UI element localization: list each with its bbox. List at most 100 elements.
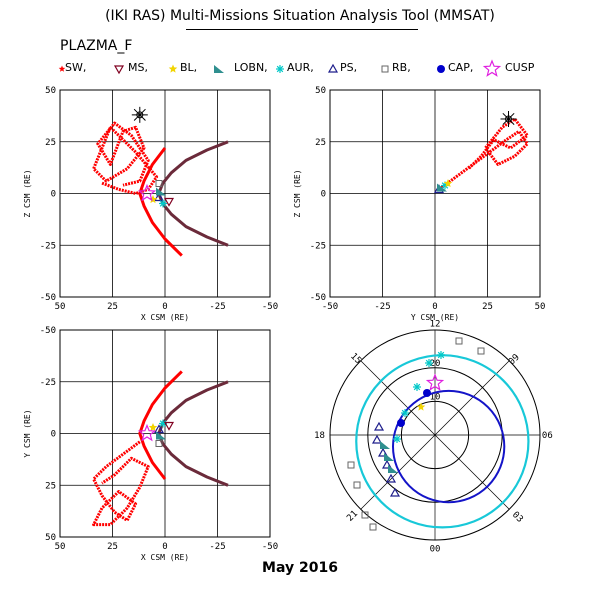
polar-hour-label: 15 — [348, 352, 363, 367]
page-title: (IKI RAS) Multi-Missions Situation Analy… — [105, 8, 495, 24]
polar-footprint-asterisk — [425, 359, 433, 367]
xz-solar-wind-orbits — [92, 121, 159, 195]
polar-footprint-asterisk — [413, 383, 421, 391]
xz-x-tick-label: 25 — [107, 302, 118, 312]
xy-y-tick-label: -25 — [40, 378, 56, 388]
legend-symbol — [58, 65, 66, 72]
legend-marker-star-big — [482, 59, 502, 77]
yz-solar-wind-orbits — [438, 117, 529, 191]
polar-cap-boundary — [392, 389, 506, 504]
polar-footprint-triangle-up — [389, 487, 401, 497]
xy-region-marker — [148, 423, 158, 432]
date-label: May 2016 — [262, 560, 338, 576]
xz-x-tick-label: -25 — [209, 302, 225, 312]
xy-magnetopause — [157, 380, 229, 487]
yz-x-tick-label: 25 — [482, 302, 493, 312]
yz-y-tick-label: -25 — [310, 241, 326, 251]
polar-footprint-dot — [397, 419, 405, 427]
xz-series-group — [92, 121, 229, 257]
polar-hour-label: 12 — [430, 320, 441, 330]
xy-x-tick-label: -50 — [262, 542, 278, 552]
polar-footprint-star-big — [425, 373, 445, 391]
xz-y-tick-label: 25 — [45, 138, 56, 148]
xy-bow-shock — [138, 370, 183, 480]
polar-hour-label: 09 — [507, 353, 522, 368]
xy-y-axis-label: Y CSM (RE) — [23, 409, 32, 457]
legend-marker-square — [381, 65, 389, 73]
xz-region-marker — [156, 187, 166, 196]
xz-region-marker — [153, 192, 165, 202]
xy-x-tick-label: 50 — [55, 542, 66, 552]
legend-label: RB, — [392, 61, 411, 74]
legend-marker-triangle-filled — [214, 65, 224, 73]
legend-label: LOBN, — [234, 61, 268, 74]
legend-symbol — [437, 65, 445, 73]
legend-label: CUSP — [505, 61, 535, 74]
polar-footprint-square — [361, 511, 369, 519]
polar-footprint-asterisk — [401, 409, 409, 417]
yz-x-axis-label: Y CSM (RE) — [411, 313, 459, 322]
polar-radial-label: 20 — [430, 359, 441, 369]
legend-label: SW, — [65, 61, 87, 74]
polar-footprint-triangle-up — [377, 447, 389, 457]
polar-hour-label: 06 — [542, 431, 553, 441]
yz-x-tick-label: -25 — [374, 302, 390, 312]
xy-region-marker — [163, 421, 175, 431]
legend-symbol — [381, 65, 389, 73]
xy-y-tick-label: -50 — [40, 326, 56, 336]
legend-label: BL, — [180, 61, 198, 74]
legend-symbol — [168, 64, 178, 73]
legend-label: PS, — [340, 61, 358, 74]
yz-series-group — [433, 117, 529, 194]
polar-footprint-triangle-up — [385, 473, 397, 483]
yz-x-tick-label: 0 — [432, 302, 437, 312]
polar-footprint-square — [353, 481, 361, 489]
xy-x-tick-label: 25 — [107, 542, 118, 552]
xz-y-axis-label: Z CSM (RE) — [23, 169, 32, 217]
yz-y-tick-label: 50 — [315, 86, 326, 96]
satellite-name: PLAZMA_F — [60, 38, 133, 54]
polar-footprint-square — [455, 337, 463, 345]
polar-footprint-asterisk — [393, 435, 401, 443]
polar-footprint-asterisk — [437, 351, 445, 359]
polar-footprint-triangle-filled — [380, 441, 390, 449]
legend-label: MS, — [128, 61, 148, 74]
xz-region-marker — [155, 180, 163, 187]
xz-region-marker — [163, 197, 175, 207]
yz-y-tick-label: 25 — [315, 138, 326, 148]
xy-solar-wind-orbits — [92, 440, 150, 527]
polar-hour-label: 00 — [430, 544, 441, 554]
legend-label: CAP, — [448, 61, 474, 74]
legend-symbol — [482, 59, 502, 77]
polar-radial-label: 10 — [430, 392, 441, 402]
xy-series-group — [92, 370, 229, 527]
xy-y-tick-label: 25 — [45, 481, 56, 491]
yz-y-tick-label: 0 — [321, 190, 326, 200]
polar-spoke — [360, 360, 510, 510]
polar-hour-label: 21 — [345, 509, 360, 524]
polar-footprint-triangle-up — [371, 434, 383, 444]
yz-x-tick-label: 50 — [535, 302, 546, 312]
xz-region-marker — [137, 183, 157, 202]
polar-footprint-square — [369, 523, 377, 531]
yz-region-marker — [443, 179, 453, 188]
legend-symbol — [113, 65, 125, 75]
polar-hour-label: 03 — [510, 510, 525, 525]
xy-region-marker — [159, 419, 167, 428]
xy-y-tick-label: 0 — [51, 430, 56, 440]
yz-sun-marker — [500, 110, 517, 127]
legend-symbol — [276, 65, 284, 73]
xz-x-tick-label: 50 — [55, 302, 66, 312]
xy-x-tick-label: -25 — [209, 542, 225, 552]
polar-footprint-triangle-filled — [384, 453, 394, 461]
legend-marker-dot — [437, 65, 445, 73]
legend-marker-triangle-up — [327, 63, 339, 73]
xz-x-tick-label: -50 — [262, 302, 278, 312]
legend-marker-star — [168, 64, 178, 73]
xy-x-axis-label: X CSM (RE) — [141, 553, 189, 562]
xy-x-tick-label: 0 — [162, 542, 167, 552]
yz-y-axis-label: Z CSM (RE) — [293, 169, 302, 217]
polar-footprint-star — [416, 402, 426, 411]
